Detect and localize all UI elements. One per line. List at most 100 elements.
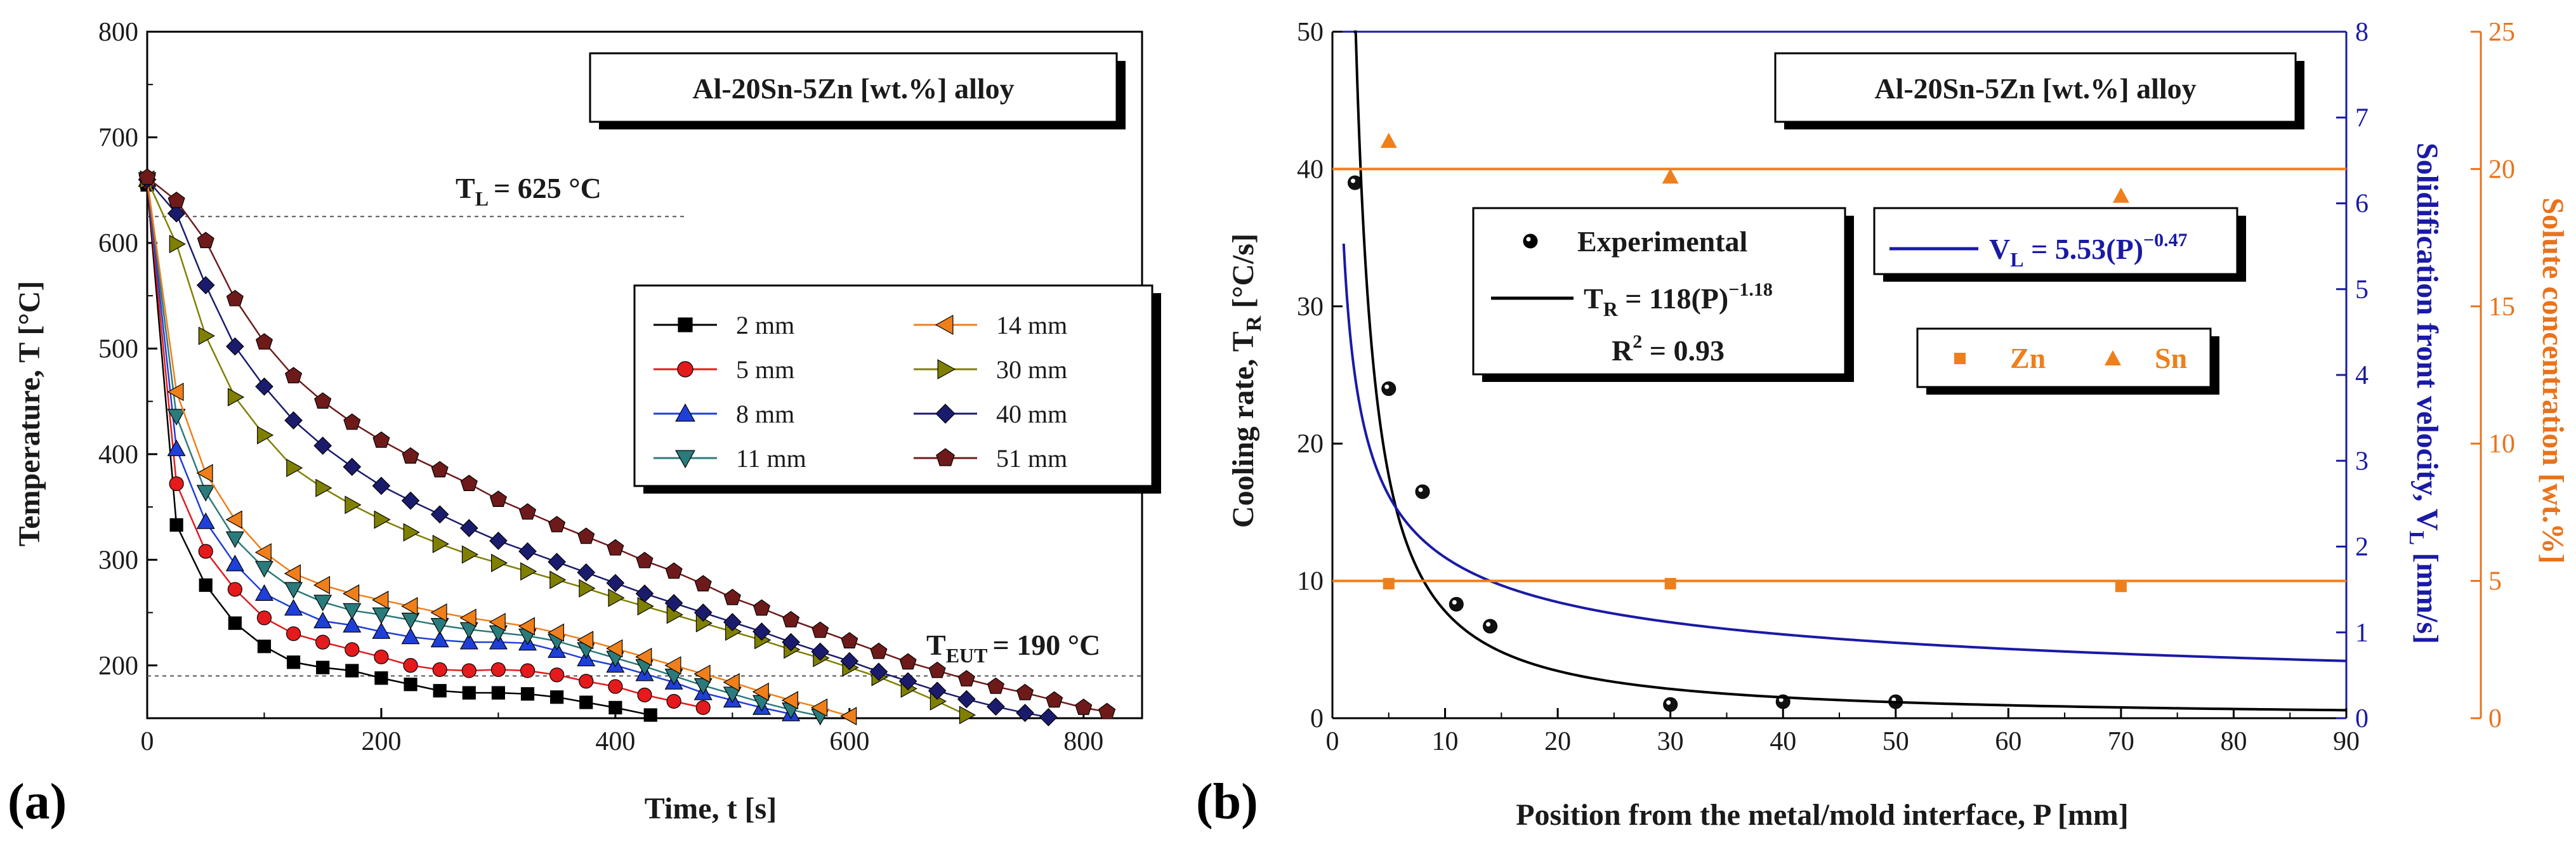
data-point <box>637 597 654 616</box>
data-point <box>606 639 623 658</box>
velocity-tick-label: 4 <box>2355 361 2369 390</box>
data-point <box>459 608 476 627</box>
data-point <box>459 633 478 650</box>
data-point <box>781 691 798 710</box>
data-point <box>520 562 537 581</box>
data-point <box>608 679 623 694</box>
data-point <box>928 681 947 700</box>
data-point <box>665 562 683 579</box>
data-point <box>643 708 657 722</box>
y-tick-label: 0 <box>1310 704 1324 733</box>
x-tick-label: 90 <box>2333 727 2360 756</box>
data-point <box>313 575 331 594</box>
data-point <box>987 677 1004 694</box>
legend-marker-icon <box>675 450 695 469</box>
data-point <box>374 510 391 529</box>
data-point <box>226 337 244 356</box>
panel-a-legend-items: 2 mm 14 mm 5 mm 30 mm 8 mm 40 mm 11 mm 51 mm <box>654 311 1067 473</box>
data-point <box>286 655 301 669</box>
data-point <box>840 652 859 671</box>
panel-a: 0 200 400 600 800 200 300 400 500 600 700 800 Time,… <box>8 18 1161 830</box>
liquidus-label: TL = 625 °C <box>456 172 601 210</box>
data-point <box>1662 168 1679 184</box>
fit-curve <box>1353 30 2347 712</box>
data-point <box>404 678 417 692</box>
data-point <box>372 431 390 448</box>
x-tick-label: 60 <box>1995 727 2021 756</box>
data-point-highlight <box>1486 622 1491 627</box>
y-tick-label: 500 <box>98 334 138 364</box>
legend-label: 2 mm <box>736 311 794 339</box>
y-tick-label: 40 <box>1297 155 1324 184</box>
data-point <box>257 426 274 445</box>
panel-b-velocity-legend: VL = 5.53(P)−0.47 <box>1873 207 2246 282</box>
velocity-tick-label: 5 <box>2355 275 2369 305</box>
y-tick-label: 800 <box>98 18 138 47</box>
data-point <box>695 700 711 715</box>
data-point <box>579 695 593 709</box>
data-point <box>430 603 447 622</box>
legend-marker-icon <box>937 359 956 379</box>
y-tick-label: 600 <box>98 229 138 258</box>
x-tick-label: 600 <box>829 727 869 756</box>
data-point <box>169 235 186 254</box>
data-point <box>315 478 332 497</box>
velocity-tick-label: 2 <box>2355 533 2369 562</box>
sn-legend-label: Sn <box>2155 342 2187 374</box>
panel-b-ylabel-left: Cooling rate, TR [°C/s] <box>1226 233 1266 528</box>
data-point <box>782 610 800 627</box>
data-point <box>461 663 476 678</box>
data-point <box>403 658 418 673</box>
data-point <box>987 697 1005 716</box>
data-point <box>138 168 156 185</box>
y-tick-label: 200 <box>98 652 138 681</box>
panel-b-ticks: 0 10 20 30 40 50 60 70 80 90010203040500123456780… <box>1297 18 2515 756</box>
data-point <box>228 616 242 630</box>
data-point <box>401 597 418 616</box>
data-point <box>345 664 359 678</box>
data-point-highlight <box>1666 700 1671 705</box>
data-point <box>636 551 654 568</box>
data-point <box>430 505 449 524</box>
data-point-highlight <box>1351 178 1356 183</box>
data-point <box>167 383 184 402</box>
data-point <box>343 457 362 476</box>
data-point <box>782 633 800 652</box>
data-point <box>518 617 535 636</box>
data-point <box>313 594 332 612</box>
data-point <box>723 613 742 631</box>
data-point <box>1663 697 1678 712</box>
experimental-marker-icon <box>1523 233 1538 249</box>
panel-a-legend: 2 mm 14 mm 5 mm 30 mm 8 mm 40 mm 11 mm 51 mm <box>633 284 1161 494</box>
x-tick-label: 200 <box>361 727 401 756</box>
x-tick-label: 80 <box>2220 727 2247 756</box>
concentration-tick-label: 0 <box>2488 704 2502 733</box>
data-point <box>286 626 301 641</box>
data-point <box>841 632 858 649</box>
data-point <box>928 661 946 678</box>
data-point <box>167 409 186 426</box>
data-point <box>870 642 888 659</box>
data-point <box>664 594 683 612</box>
data-point <box>460 475 478 491</box>
x-tick-label: 0 <box>1326 727 1339 756</box>
data-point <box>723 673 740 692</box>
data-point <box>579 579 596 598</box>
data-point <box>169 476 184 492</box>
panel-b-fit-legend: Experimental TR = 118(P)−1.18 R2 = 0.93 <box>1472 207 1854 382</box>
zn-marker-icon <box>1954 353 1966 364</box>
data-point <box>664 656 681 675</box>
data-point <box>2112 187 2129 203</box>
data-point <box>1075 699 1093 715</box>
data-point <box>314 392 332 409</box>
data-point <box>959 706 976 725</box>
data-point <box>577 563 596 582</box>
data-point <box>284 582 303 599</box>
data-point <box>343 413 361 430</box>
data-point <box>490 662 506 678</box>
data-point <box>608 588 625 607</box>
velocity-tick-label: 8 <box>2355 18 2369 47</box>
data-point <box>491 686 506 700</box>
series-line <box>147 176 1107 713</box>
y-tick-label: 300 <box>98 546 138 575</box>
